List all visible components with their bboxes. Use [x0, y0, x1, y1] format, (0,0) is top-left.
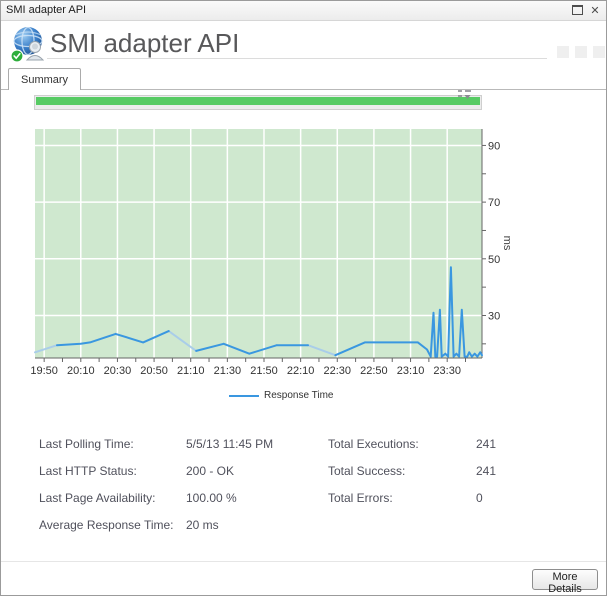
svg-text:22:50: 22:50 [360, 365, 388, 377]
svg-text:30: 30 [488, 310, 500, 322]
svg-text:19:50: 19:50 [30, 365, 58, 377]
stat-value: 200 - OK [186, 464, 235, 478]
svg-text:20:30: 20:30 [104, 365, 132, 377]
stat-label: Last Polling Time: [39, 437, 134, 451]
footer-bar: More Details [1, 561, 606, 595]
svg-text:90: 90 [488, 140, 500, 152]
more-details-button[interactable]: More Details [532, 569, 598, 595]
stat-value: 241 [476, 437, 497, 451]
svg-text:23:10: 23:10 [397, 365, 425, 377]
chart-legend: Response Time [229, 390, 333, 401]
tab-strip: Summary [1, 67, 606, 90]
close-icon: ✕ [590, 4, 600, 17]
svg-text:20:50: 20:50 [140, 365, 168, 377]
agent-figure-icon [25, 41, 45, 61]
svg-text:ms: ms [501, 236, 513, 251]
svg-text:20:10: 20:10 [67, 365, 95, 377]
decoration-square [557, 46, 569, 58]
maximize-icon [571, 5, 583, 15]
availability-bar [34, 95, 482, 110]
svg-text:23:30: 23:30 [433, 365, 461, 377]
stat-label: Last HTTP Status: [39, 464, 137, 478]
svg-text:21:50: 21:50 [250, 365, 278, 377]
stat-label: Average Response Time: [39, 518, 174, 532]
bar-options-icon[interactable] [456, 88, 472, 104]
svg-text:21:10: 21:10 [177, 365, 205, 377]
stat-value: 20 ms [186, 518, 219, 532]
response-time-chart: 19:50 20:10 20:30 20:50 21:10 21:30 21:50 22:10… [30, 129, 513, 377]
decoration-squares [557, 46, 605, 58]
decoration-square [575, 46, 587, 58]
legend-line-icon [229, 394, 259, 397]
svg-text:22:30: 22:30 [324, 365, 352, 377]
header-divider [47, 58, 547, 59]
svg-text:50: 50 [488, 254, 500, 266]
status-check-icon [10, 49, 24, 63]
stat-label: Total Executions: [328, 437, 419, 451]
window-title: SMI adapter API [6, 4, 87, 16]
maximize-button[interactable] [570, 3, 584, 17]
svg-text:22:10: 22:10 [287, 365, 315, 377]
svg-text:21:30: 21:30 [214, 365, 242, 377]
stat-label: Total Success: [328, 464, 406, 478]
legend-label: Response Time [264, 390, 334, 401]
page-title: SMI adapter API [50, 28, 240, 58]
tab-summary[interactable]: Summary [8, 68, 82, 90]
stat-value: 241 [476, 464, 497, 478]
close-button[interactable]: ✕ [588, 3, 602, 17]
svg-text:70: 70 [488, 197, 500, 209]
globe-status-icon [10, 26, 45, 63]
stat-value: 5/5/13 11:45 PM [186, 437, 274, 451]
availability-bar-fill [36, 97, 480, 105]
decoration-square [593, 46, 605, 58]
stat-value: 0 [476, 491, 483, 505]
title-bar: SMI adapter API ✕ [1, 1, 606, 21]
stat-value: 100.00 % [186, 491, 237, 505]
stat-label: Last Page Availability: [39, 491, 156, 505]
tab-summary-label: Summary [21, 73, 69, 86]
stat-label: Total Errors: [328, 491, 393, 505]
